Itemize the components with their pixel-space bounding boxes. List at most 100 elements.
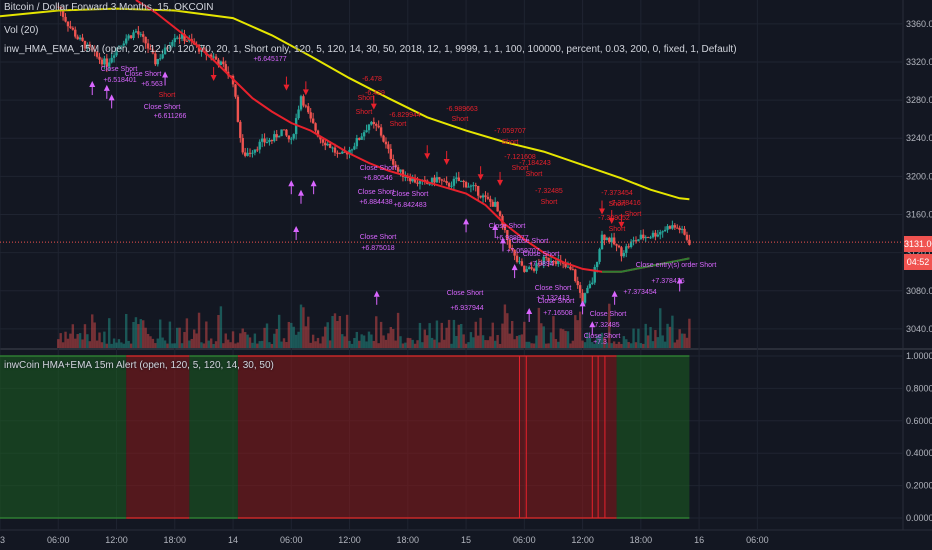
volume-bar bbox=[513, 339, 516, 348]
close-short-arrow bbox=[526, 307, 533, 314]
volume-bar bbox=[610, 343, 613, 348]
volume-bar bbox=[608, 303, 611, 348]
candle-body bbox=[375, 124, 378, 126]
volume-bar bbox=[304, 326, 308, 348]
price-axis-label: 3360.00 bbox=[906, 19, 932, 29]
volume-bar bbox=[341, 334, 344, 348]
volume-legend[interactable]: Vol (20) bbox=[4, 25, 39, 36]
volume-bar bbox=[644, 323, 647, 348]
candle-body bbox=[430, 177, 434, 184]
candle-body bbox=[142, 34, 145, 37]
trade-label: Close Short bbox=[523, 251, 560, 258]
volume-bar bbox=[311, 334, 315, 348]
candle-body bbox=[251, 152, 254, 154]
osc-segment-short bbox=[126, 356, 190, 518]
candle-body bbox=[117, 46, 121, 48]
candle-body bbox=[176, 37, 179, 39]
symbol-title[interactable]: Bitcoin / Dollar Forward 3 Months, 15, O… bbox=[4, 2, 214, 13]
candle-body bbox=[508, 239, 511, 249]
volume-bar bbox=[435, 320, 439, 348]
time-axis-label: 06:00 bbox=[746, 535, 769, 545]
trade-label: +6.875018 bbox=[361, 245, 394, 252]
volume-bar bbox=[188, 340, 191, 348]
candle-body bbox=[280, 129, 283, 137]
volume-bar bbox=[290, 322, 293, 348]
candle-body bbox=[326, 143, 329, 146]
candle-body bbox=[355, 138, 359, 147]
candle-body bbox=[399, 169, 402, 172]
volume-bar bbox=[401, 343, 405, 348]
candle-body bbox=[59, 6, 62, 11]
volume-bar bbox=[637, 328, 640, 348]
candle-body bbox=[578, 285, 582, 293]
candle-body bbox=[277, 136, 281, 138]
trade-label: +6.988977 bbox=[495, 235, 528, 242]
candle-body bbox=[132, 32, 135, 38]
volume-bar bbox=[554, 339, 558, 348]
volume-bar bbox=[168, 321, 172, 348]
volume-bar bbox=[241, 328, 244, 348]
candle-body bbox=[685, 234, 689, 240]
candle-body bbox=[525, 269, 528, 272]
volume-bar bbox=[74, 338, 77, 348]
time-axis-label: 13 bbox=[0, 535, 5, 545]
volume-bar bbox=[183, 332, 186, 348]
candle-body bbox=[656, 234, 660, 237]
candle-body bbox=[542, 256, 545, 265]
volume-bar bbox=[154, 343, 157, 348]
volume-bar bbox=[178, 327, 181, 348]
candle-body bbox=[372, 121, 376, 125]
candle-body bbox=[239, 121, 242, 138]
trade-label: Short bbox=[356, 109, 373, 116]
ema-line bbox=[135, 0, 690, 273]
candle-body bbox=[382, 135, 385, 142]
candle-body bbox=[610, 237, 613, 243]
volume-bar bbox=[161, 337, 164, 348]
candle-body bbox=[83, 40, 87, 49]
trade-label: +7.378416 bbox=[651, 278, 684, 285]
candle-body bbox=[544, 256, 548, 258]
volume-bar bbox=[292, 326, 295, 348]
candle-body bbox=[263, 138, 266, 143]
volume-bar bbox=[333, 313, 337, 348]
candle-body bbox=[265, 141, 269, 143]
trade-label: -6.989663 bbox=[446, 106, 478, 113]
volume-bar bbox=[88, 341, 92, 348]
candle-body bbox=[302, 96, 305, 106]
volume-bar bbox=[71, 324, 75, 348]
volume-bar bbox=[314, 341, 317, 348]
candlesticks bbox=[57, 3, 691, 305]
price-axis-label: 3160.00 bbox=[906, 210, 932, 220]
candle-body bbox=[74, 29, 77, 37]
time-axis-label: 14 bbox=[228, 535, 238, 545]
volume-bar bbox=[581, 340, 584, 348]
candle-body bbox=[537, 263, 541, 265]
volume-bar bbox=[537, 307, 541, 348]
volume-bar bbox=[464, 343, 468, 348]
strategy-legend[interactable]: inw_HMA_EMA_15M (open, 20, 12, 0, 120, 7… bbox=[4, 44, 737, 55]
candle-body bbox=[319, 136, 322, 140]
candle-body bbox=[472, 185, 475, 187]
time-axis-label: 15 bbox=[461, 535, 471, 545]
volume-bar bbox=[433, 339, 436, 348]
candle-body bbox=[530, 267, 533, 269]
candle-body bbox=[646, 237, 650, 239]
candle-body bbox=[217, 59, 220, 66]
volume-bar bbox=[202, 343, 206, 348]
volume-bar bbox=[559, 328, 562, 348]
short-entry-arrow bbox=[283, 84, 290, 91]
volume-bar bbox=[484, 340, 487, 348]
candle-body bbox=[438, 177, 441, 180]
candle-body bbox=[268, 139, 271, 142]
volume-bar bbox=[103, 331, 106, 348]
candle-body bbox=[622, 252, 626, 257]
candle-body bbox=[668, 226, 672, 229]
volume-bar bbox=[166, 343, 169, 348]
oscillator-legend[interactable]: inwCoin HMA+EMA 15m Alert (open, 120, 5,… bbox=[4, 360, 274, 371]
close-short-arrow bbox=[298, 189, 304, 196]
volume-bar bbox=[481, 335, 485, 348]
osc-segment-short bbox=[237, 356, 617, 518]
candle-body bbox=[202, 47, 206, 50]
volume-bar bbox=[156, 338, 159, 348]
